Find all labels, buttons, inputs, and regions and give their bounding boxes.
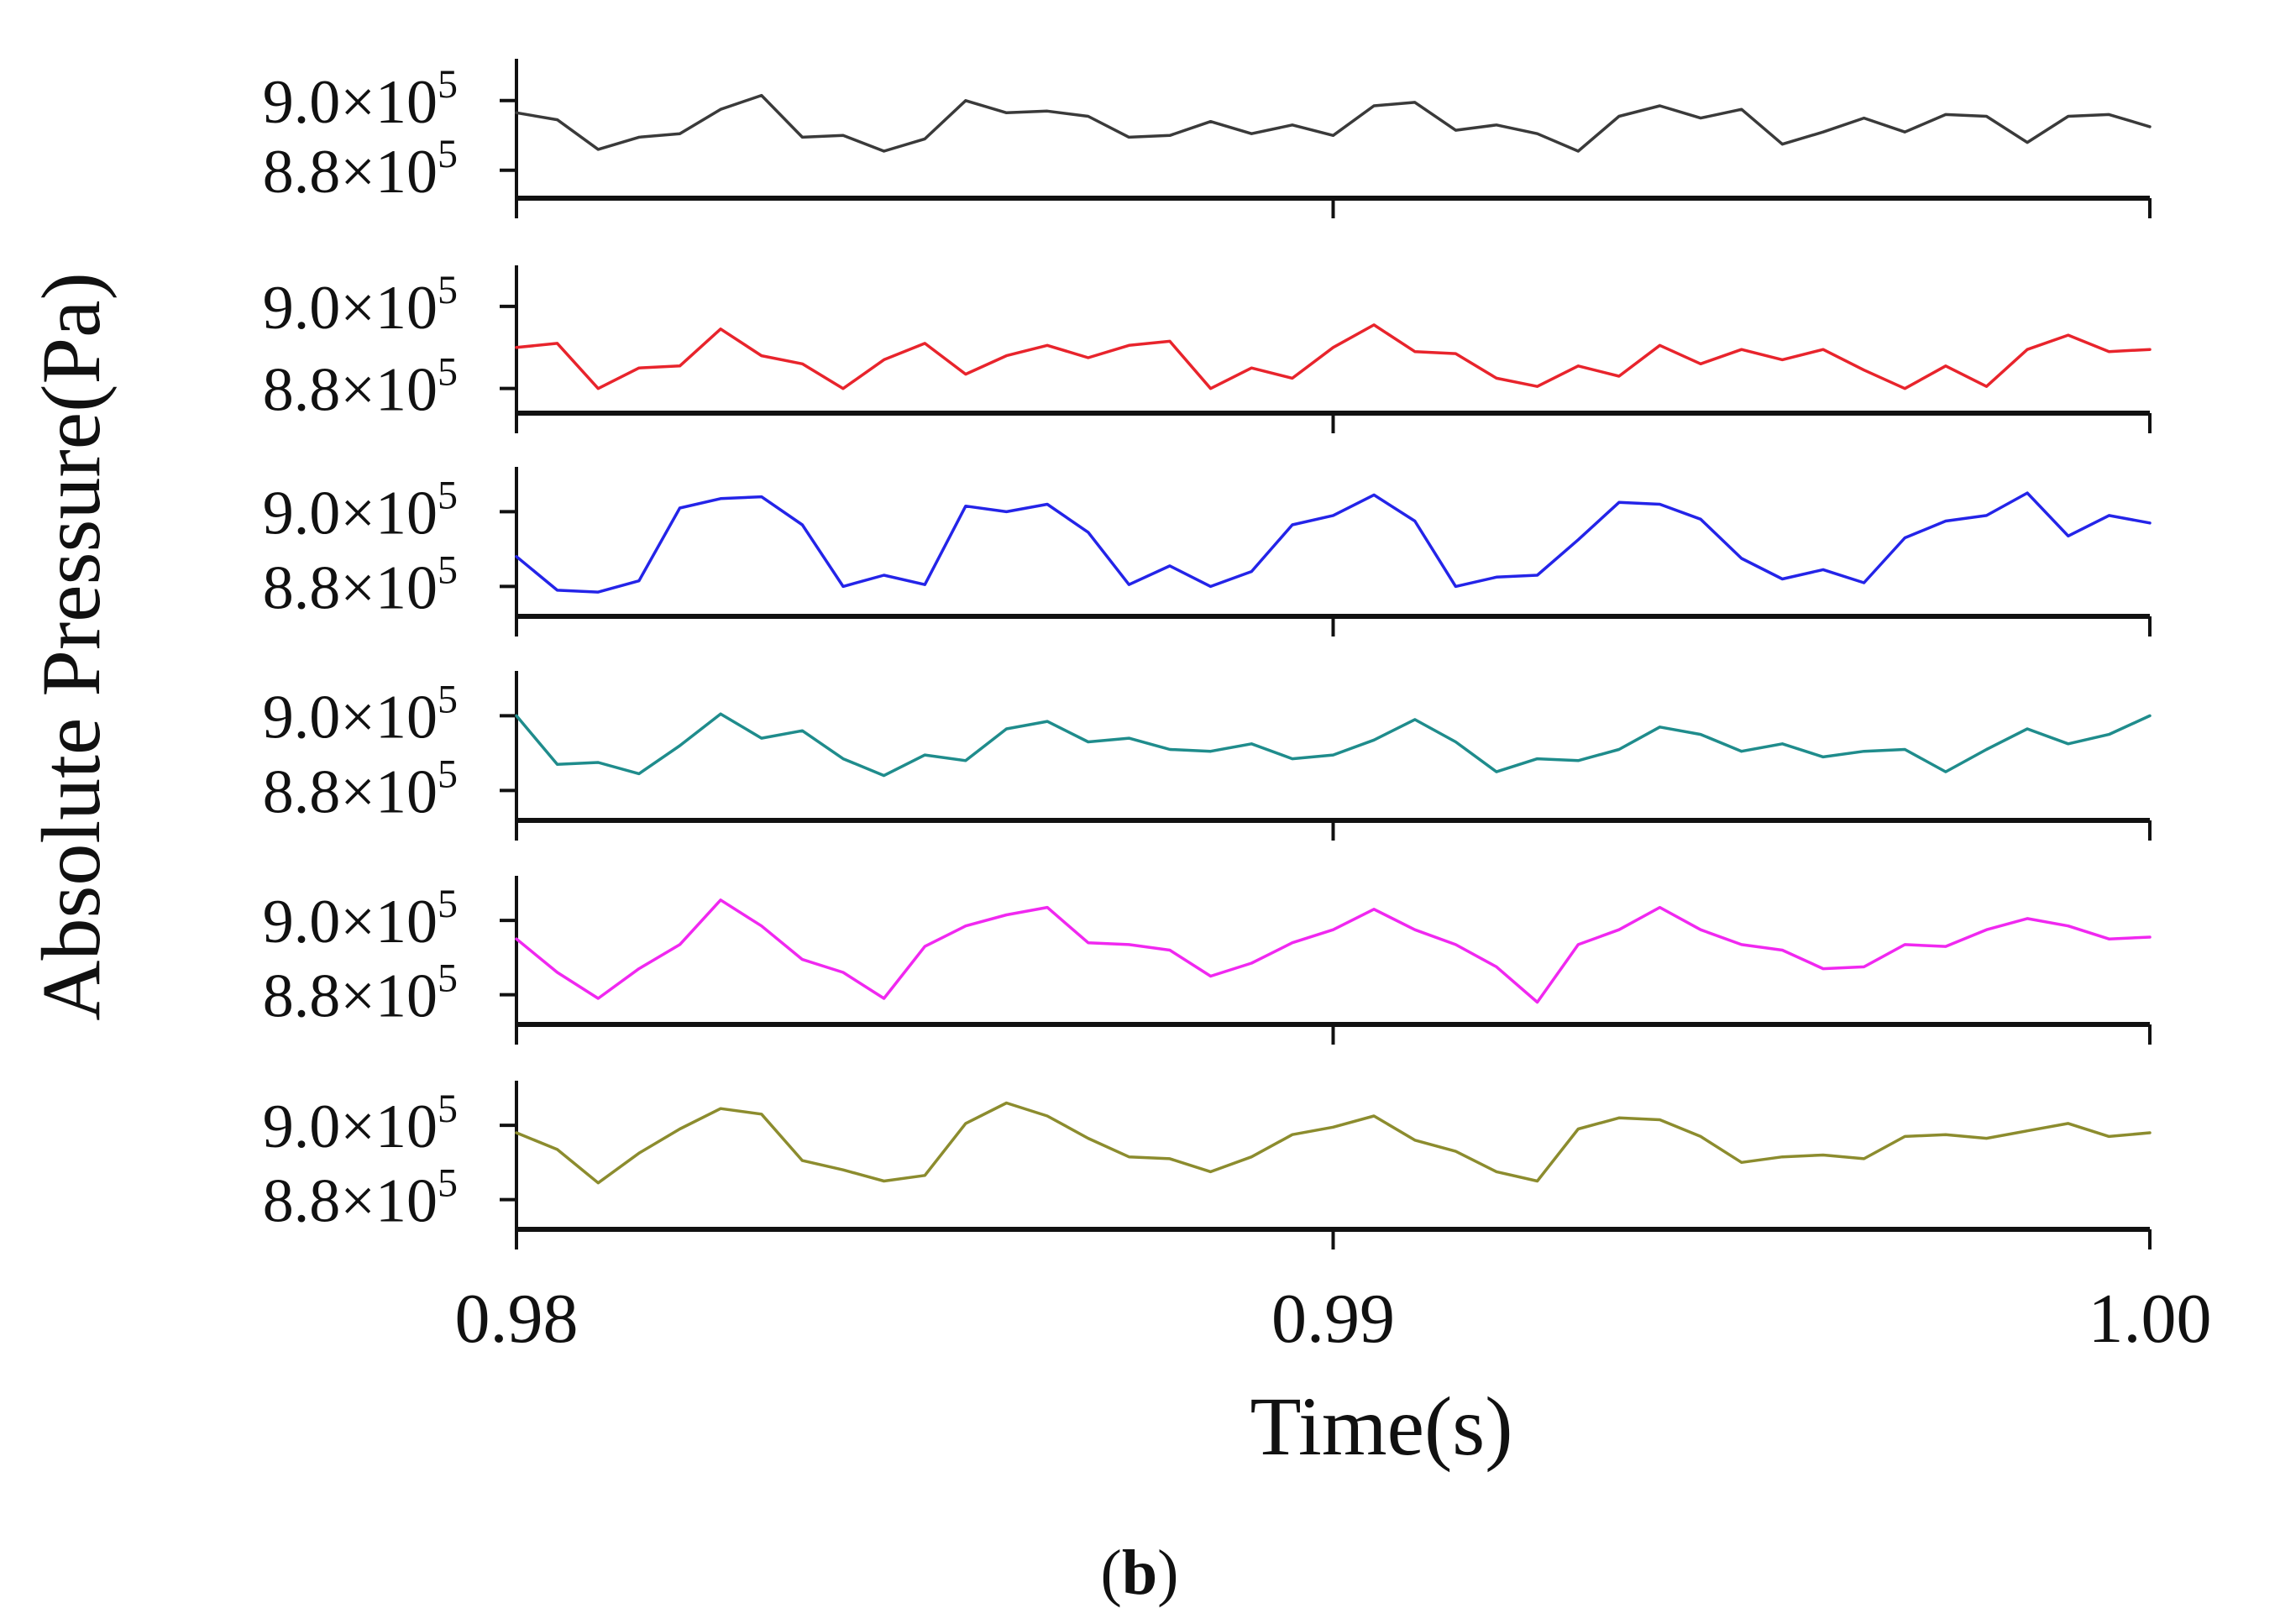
y-tick-label: 9.0×105 [263,1087,458,1161]
series-line-5 [515,898,2152,1004]
series-line-6 [515,1101,2152,1185]
series-line-2 [515,323,2152,390]
y-tick-label: 9.0×105 [263,473,458,547]
series-line-1 [515,93,2152,153]
x-tick-label: 0.98 [455,1280,579,1358]
y-tick-label: 8.8×105 [263,1161,458,1236]
x-tick-label: 1.00 [2089,1280,2212,1358]
figure-caption: (b) [1101,1538,1179,1608]
y-tick-label: 9.0×105 [263,62,458,137]
caption-letter: b [1122,1538,1157,1608]
y-tick-label: 8.8×105 [263,752,458,826]
caption-close-paren: ) [1157,1538,1178,1608]
y-tick-label: 9.0×105 [263,677,458,752]
y-tick-label: 8.8×105 [263,547,458,622]
x-tick-label: 0.99 [1271,1280,1395,1358]
series-line-4 [515,712,2152,778]
x-axis-title: Time(s) [1250,1380,1512,1473]
y-tick-label: 8.8×105 [263,956,458,1031]
caption-open-paren: ( [1101,1538,1122,1608]
series-line-3 [515,491,2152,594]
y-tick-label: 8.8×105 [263,132,458,207]
y-axis-title: Absolute Pressure(Pa) [24,272,118,1021]
y-tick-label: 8.8×105 [263,350,458,425]
y-tick-label: 9.0×105 [263,268,458,343]
panels-group: 9.0×1058.8×1059.0×1058.8×1059.0×1058.8×1… [263,59,2212,1358]
y-tick-label: 9.0×105 [263,882,458,956]
